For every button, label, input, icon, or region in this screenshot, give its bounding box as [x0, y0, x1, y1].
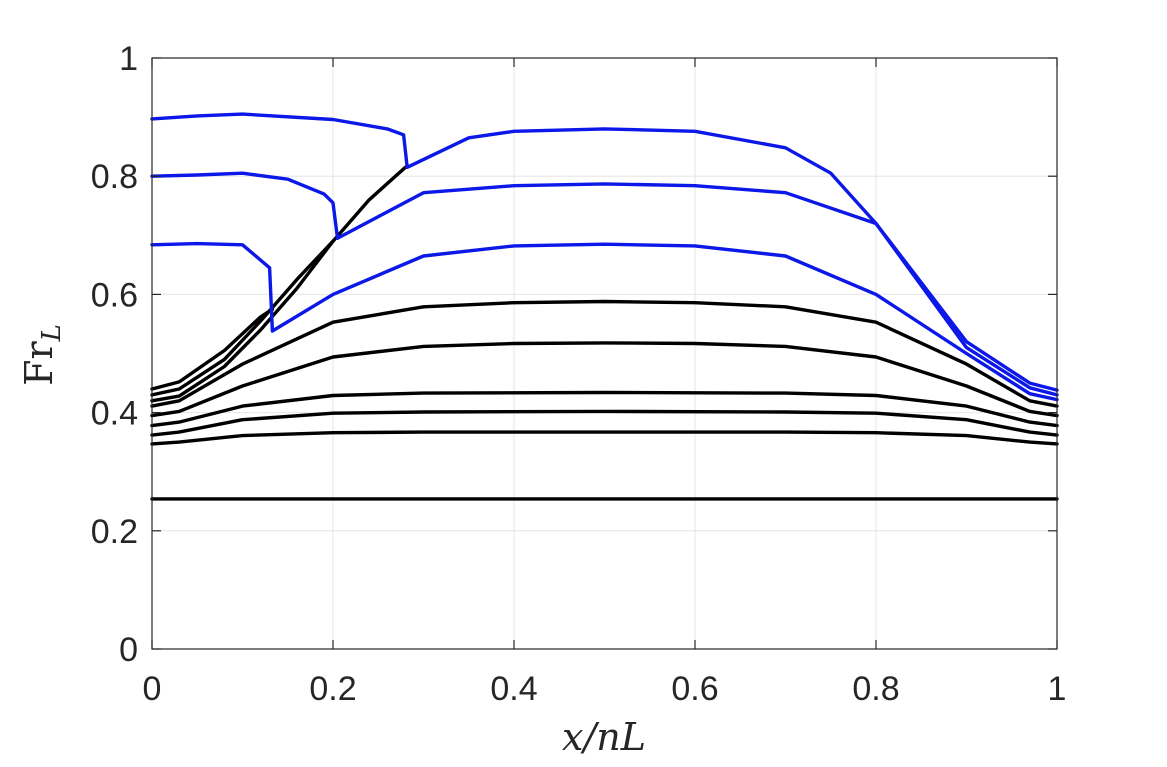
blue-series-line-10	[150, 171, 1059, 397]
blue-series-line-9	[150, 241, 1059, 402]
y-axis-label-main: Fr	[17, 341, 61, 386]
y-tick-label: 0.2	[91, 513, 138, 551]
y-axis-label-sub: L	[37, 324, 67, 342]
ticks	[151, 57, 1058, 650]
plot-frame	[151, 57, 1058, 650]
black-series-line-2	[150, 409, 1059, 437]
black-series-line-3	[150, 390, 1059, 428]
x-tick-label: 0.6	[671, 670, 718, 708]
black-series-line-7	[150, 239, 335, 397]
black-series-line-4	[150, 341, 1059, 418]
black-series-line-6	[150, 165, 408, 403]
x-tick-label: 0.2	[309, 670, 356, 708]
x-tick-label: 0.8	[852, 670, 899, 708]
y-axis-label: FrL	[17, 324, 67, 386]
tick-labels: 0 0.2 0.4 0.6 0.8 1 0 0.2 0.4 0.6 0.8 1	[91, 40, 1067, 708]
series-group	[150, 112, 1059, 501]
y-tick-label: 0	[119, 631, 138, 669]
black-series-line-8	[150, 307, 275, 391]
grid	[151, 57, 1058, 650]
y-tick-label: 1	[119, 40, 138, 78]
blue-series-line-11	[150, 112, 1059, 392]
black-series-line-5	[150, 299, 1059, 408]
x-axis-label: x/nL	[562, 715, 646, 759]
x-tick-label: 1	[1048, 670, 1067, 708]
x-tick-label: 0	[143, 670, 162, 708]
svg-text:FrL: FrL	[17, 324, 67, 386]
x-tick-label: 0.4	[490, 670, 537, 708]
black-series-line-1	[150, 430, 1059, 446]
y-tick-label: 0.6	[91, 276, 138, 314]
y-tick-label: 0.8	[91, 158, 138, 196]
y-tick-label: 0.4	[91, 395, 138, 433]
